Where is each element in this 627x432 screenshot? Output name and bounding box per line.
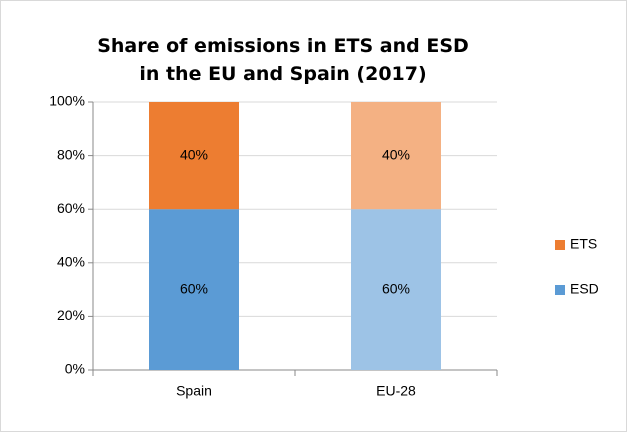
y-tick-label: 0%	[65, 361, 85, 377]
x-tick-label: Spain	[176, 383, 212, 399]
x-tick-label: EU-28	[376, 383, 416, 399]
y-tick-label: 60%	[57, 200, 85, 216]
bar-segment	[149, 209, 239, 370]
y-tick-label: 20%	[57, 307, 85, 323]
bar-segment	[351, 102, 441, 210]
y-tick-label: 40%	[57, 254, 85, 270]
legend-swatch	[555, 285, 565, 295]
bar-segment	[351, 209, 441, 370]
legend-label: ESD	[570, 281, 599, 297]
data-label: 60%	[382, 280, 410, 296]
y-tick-label: 100%	[49, 93, 85, 109]
data-label: 60%	[180, 280, 208, 296]
y-tick-label: 80%	[57, 146, 85, 162]
chart-title: Share of emissions in ETS and ESD in the…	[97, 35, 469, 85]
legend-swatch	[555, 240, 565, 250]
data-label: 40%	[180, 146, 208, 162]
legend-label: ETS	[570, 236, 597, 252]
data-label: 40%	[382, 146, 410, 162]
bar-segment	[149, 102, 239, 210]
